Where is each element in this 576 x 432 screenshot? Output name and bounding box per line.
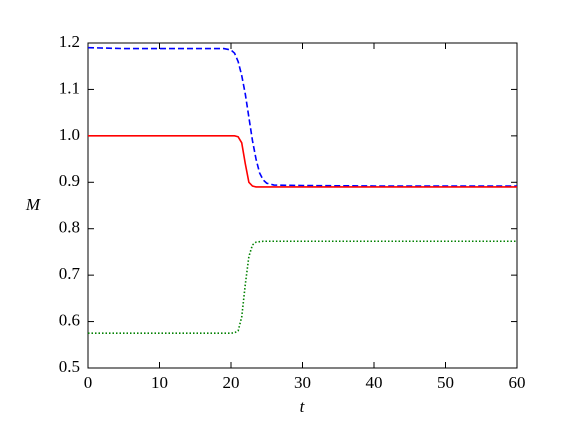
y-tick-label: 1.1	[59, 78, 80, 97]
x-tick-label: 10	[151, 373, 168, 392]
x-tick-label: 60	[509, 373, 526, 392]
y-tick-label: 0.5	[59, 357, 80, 376]
x-tick-label: 40	[366, 373, 383, 392]
x-axis-label: t	[300, 397, 306, 416]
y-tick-label: 1.0	[59, 125, 80, 144]
y-tick-label: 0.6	[59, 310, 80, 329]
x-tick-label: 50	[437, 373, 454, 392]
x-tick-label: 20	[223, 373, 240, 392]
plot-frame	[87, 42, 518, 369]
y-axis-label: M	[25, 195, 41, 214]
y-tick-label: 0.9	[59, 171, 80, 190]
x-tick-label: 30	[294, 373, 311, 392]
series-line	[88, 240, 517, 334]
series-line	[88, 135, 517, 188]
y-tick-label: 1.2	[59, 32, 80, 51]
x-tick-label: 0	[84, 373, 93, 392]
series-line	[87, 46, 517, 187]
y-tick-label: 0.8	[59, 218, 80, 237]
y-tick-label: 0.7	[59, 264, 81, 283]
